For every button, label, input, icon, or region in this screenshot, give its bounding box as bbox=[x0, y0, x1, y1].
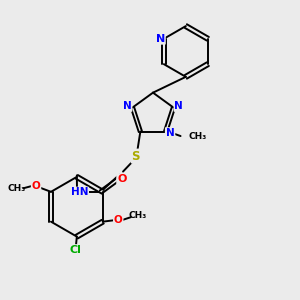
Text: O: O bbox=[32, 181, 40, 191]
Text: Cl: Cl bbox=[69, 245, 81, 255]
Text: HN: HN bbox=[71, 188, 88, 197]
Text: O: O bbox=[117, 174, 127, 184]
Text: CH₃: CH₃ bbox=[128, 211, 147, 220]
Text: N: N bbox=[166, 128, 175, 138]
Text: S: S bbox=[132, 149, 140, 163]
Text: N: N bbox=[156, 34, 165, 44]
Text: N: N bbox=[123, 101, 131, 111]
Text: CH₃: CH₃ bbox=[188, 131, 206, 140]
Text: O: O bbox=[114, 215, 123, 225]
Text: CH₃: CH₃ bbox=[8, 184, 26, 193]
Text: N: N bbox=[174, 101, 183, 111]
